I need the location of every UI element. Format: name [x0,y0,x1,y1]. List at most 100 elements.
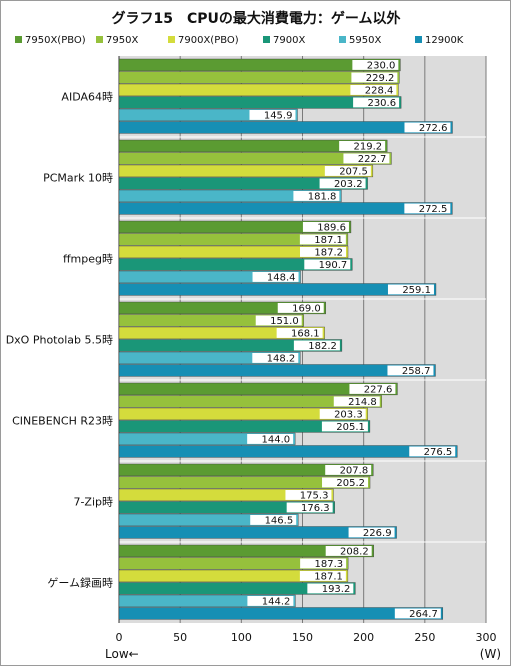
data-label: 272.5 [419,204,448,215]
data-label: 264.7 [409,609,438,620]
bar [118,513,299,527]
data-label: 148.2 [267,354,296,365]
data-label: 151.0 [270,316,299,327]
legend-swatch [415,36,422,43]
x-tick-label: 250 [414,631,435,644]
legend-swatch [96,36,103,43]
legend-swatch [339,36,346,43]
bar [118,71,400,84]
category-label: ffmpeg時 [63,253,113,266]
bar [118,245,349,259]
data-label-box [249,110,296,120]
data-label: 187.1 [314,572,343,583]
category-label: 7-Zip時 [73,496,113,509]
data-label-box [299,234,346,245]
bar [118,476,371,489]
data-label-box [300,558,347,569]
bar [118,233,349,246]
direction-label: Low← [105,647,139,661]
legend-swatch [263,36,270,43]
data-label-box [404,122,451,133]
x-tick-label: 50 [173,631,187,644]
data-label: 168.1 [291,329,320,340]
x-tick-label: 200 [353,631,374,644]
data-label: 193.2 [322,584,351,595]
data-label: 258.7 [402,366,431,377]
bar [118,607,444,620]
legend-swatch [168,36,175,43]
data-label: 230.6 [367,98,396,109]
data-label: 182.2 [308,341,337,352]
legend-entry: 7950X(PBO) [25,35,86,46]
x-tick-label: 100 [231,631,252,644]
legend-entry: 7950X [106,35,138,46]
data-label-box [277,303,324,313]
legend-entry: 12900K [425,35,464,46]
data-label: 205.2 [336,478,365,489]
bar [118,594,296,608]
bar [118,202,453,215]
bar [118,121,453,134]
bar [118,557,349,570]
bar [118,314,304,327]
data-label-box [353,97,400,108]
bar [118,407,368,421]
legend: 7950X(PBO) 7950X 7900X(PBO) 7900X 5950X 12900… [15,35,464,46]
data-label: 176.3 [301,503,330,514]
bar [118,364,436,377]
data-label-box [343,153,390,164]
data-label: 145.9 [264,111,293,122]
bar [118,501,335,514]
data-label: 228.4 [365,86,394,97]
category-label: ゲーム録画時 [47,576,113,590]
data-label: 259.1 [402,285,431,296]
data-label-box [285,490,332,500]
x-tick-label: 0 [116,631,123,644]
data-label-box [250,515,297,525]
data-label: 272.6 [419,123,448,134]
category-labels: AIDA64時 PCMark 10時 ffmpeg時 DxO Photolab 5.5… [6,91,113,590]
data-label: 175.3 [300,491,329,502]
bar [118,139,388,153]
data-label: 187.1 [314,235,343,246]
bar [118,283,437,296]
data-label: 229.2 [366,73,395,84]
data-label: 190.7 [319,260,348,271]
data-label-box [286,502,333,513]
bar [118,164,374,178]
data-label-box [307,583,354,594]
data-label: 230.0 [367,61,396,72]
data-label-box [325,465,372,475]
bar [118,108,298,122]
bar [118,488,334,502]
bar [118,326,325,340]
bar [118,152,392,165]
data-label: 214.8 [348,397,377,408]
data-label-box [319,178,366,189]
data-label-box [304,259,351,270]
category-label: PCMark 10時 [43,172,113,185]
data-label: 181.8 [308,192,337,203]
data-label: 187.3 [314,559,343,570]
bar [118,351,301,365]
data-label: 219.2 [354,142,383,153]
category-label: DxO Photolab 5.5時 [6,334,113,347]
x-tick-label: 300 [476,631,497,644]
data-label: 207.5 [339,167,368,178]
data-label-box [404,203,451,214]
data-label-box [333,396,380,407]
data-label: 207.8 [340,466,369,477]
data-label-box [247,596,294,606]
data-label-box [351,72,398,83]
bar [118,420,371,433]
data-label-box [321,421,368,432]
data-label-box [387,365,434,376]
data-label-box [350,85,397,95]
data-label-box [276,328,323,338]
bar [118,83,399,97]
bar [118,582,356,595]
data-label: 226.9 [363,528,392,539]
